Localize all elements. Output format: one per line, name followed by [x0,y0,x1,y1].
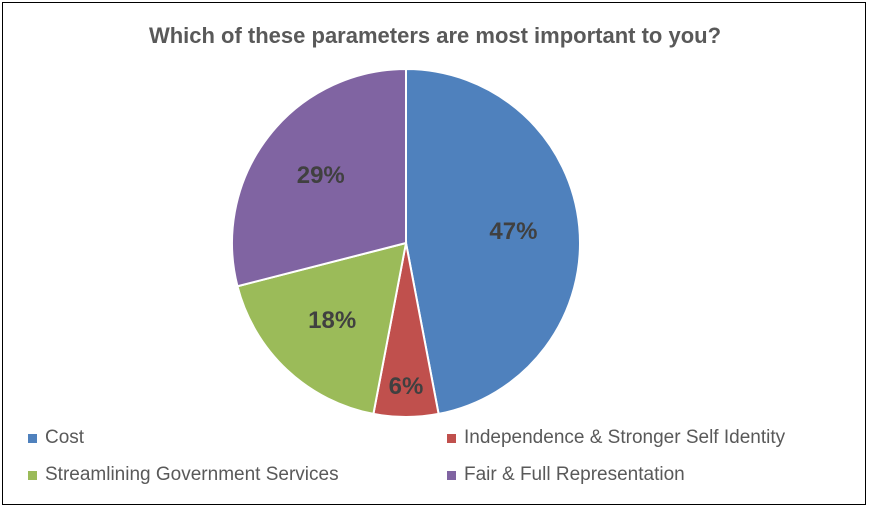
slice-label-2: 18% [308,307,356,334]
legend-swatch-streamlining [28,470,37,480]
legend-item-streamlining: Streamlining Government Services [28,464,339,486]
legend-swatch-cost [28,433,37,443]
legend-label-representation: Fair & Full Representation [464,464,685,485]
legend-label-cost: Cost [45,427,85,448]
pie-slice-3 [231,67,407,288]
legend-label-streamlining: Streamlining Government Services [45,464,339,485]
legend-swatch-independence [447,433,456,443]
legend-item-independence: Independence & Stronger Self Identity [447,427,785,449]
legend-swatch-representation [447,470,456,480]
slice-label-1: 6% [389,373,424,400]
pie-slice-2 [236,241,408,416]
legend-item-cost: Cost [28,427,84,449]
pie-slice-0 [405,67,581,416]
slice-label-3: 29% [297,162,345,189]
slice-label-0: 47% [489,218,537,245]
legend-label-independence: Independence & Stronger Self Identity [464,427,786,448]
chart-title: Which of these parameters are most impor… [148,23,722,48]
legend-item-representation: Fair & Full Representation [447,464,685,486]
